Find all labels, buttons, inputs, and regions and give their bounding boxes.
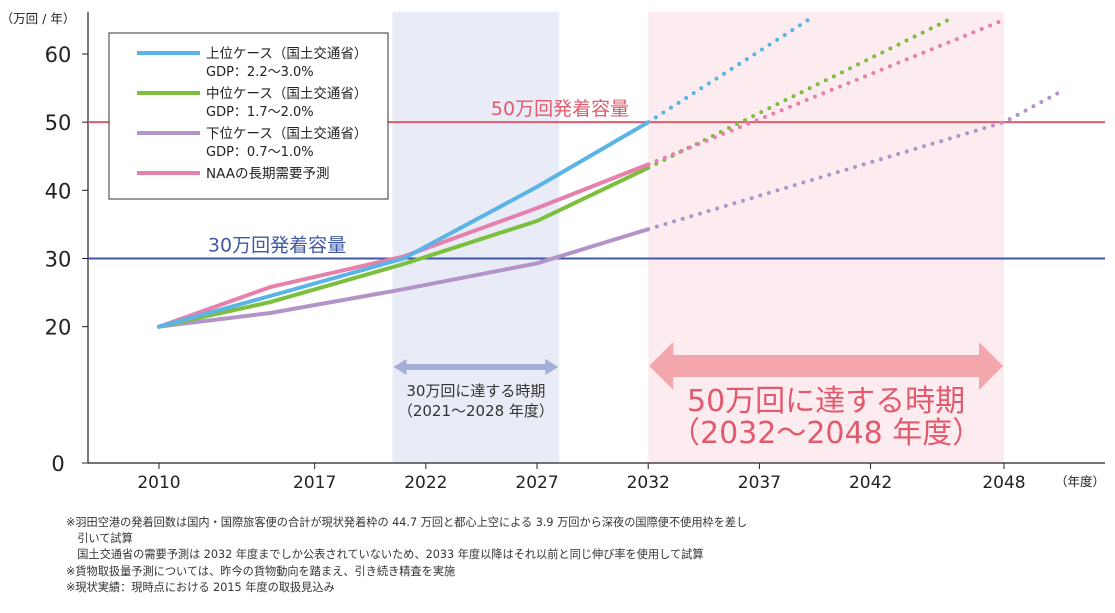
legend-sub-label: GDP：1.7～2.0% [206,105,314,120]
x-tick-label: 2032 [627,473,670,493]
footnote-line: 国土交通省の需要予測は 2032 年度までしか公表されていないため、2033 年… [66,548,704,562]
period-band-2 [648,12,1004,463]
y-tick-label: 60 [45,43,72,67]
legend-label: 上位ケース（国土交通省） [206,45,367,62]
x-tick-label: 2048 [982,473,1025,493]
period-label-2: 50万回に達する時期 [687,384,965,419]
legend-label: 下位ケース（国土交通省） [206,125,367,142]
y-tick-label: 30 [45,248,72,272]
legend-label: 中位ケース（国土交通省） [206,85,367,102]
y-tick-label: 40 [45,179,72,203]
footnote-line: ※貨物取扱量予測については、昨今の貨物動向を踏まえ、引き続き精査を実施 [66,564,456,578]
series-projection-line [646,17,1006,167]
reference-line-label: 50万回発着容量 [491,98,629,120]
series-projection-line [646,90,1062,232]
legend-label: NAAの長期需要予測 [206,166,329,182]
y-tick-label: 0 [51,452,64,476]
period-arrow-1 [393,359,559,375]
x-tick-label: 2037 [738,473,781,493]
footnote-line: 引いて試算 [66,532,133,546]
reference-line-label: 30万回発着容量 [208,235,346,257]
footnote-line: ※現状実績：現時点における 2015 年度の取扱見込み [66,580,335,594]
legend-sub-label: GDP：2.2～3.0% [206,65,314,80]
series-line [157,165,651,329]
x-tick-label: 2010 [137,473,180,493]
period-sub-label-1: （2021～2028 年度） [398,402,554,420]
x-tick-label: 2027 [515,473,558,493]
y-tick-label: 50 [45,111,72,135]
series-line [157,227,651,329]
y-tick-label: 20 [45,316,72,340]
period-label-1: 30万回に達する時期 [406,382,545,400]
period-sub-label-2: （2032～2048 年度） [670,416,982,451]
series-group [157,17,1062,329]
y-unit-label: （万回 / 年） [1,11,76,26]
x-unit-label: （年度） [1055,474,1105,489]
series-line [157,120,651,329]
x-tick-label: 2017 [293,473,336,493]
period-arrow-2 [649,342,1003,390]
footnotes: ※羽田空港の発着回数は国内・国際旅客便の合計が現状発着枠の 44.7 万回と都心… [66,515,747,596]
footnote-line: ※羽田空港の発着回数は国内・国際旅客便の合計が現状発着枠の 44.7 万回と都心… [66,516,748,529]
x-tick-label: 2042 [849,473,892,493]
legend-sub-label: GDP：0.7～1.0% [206,145,314,160]
period-band-1 [392,12,560,463]
x-tick-label: 2022 [404,473,447,493]
